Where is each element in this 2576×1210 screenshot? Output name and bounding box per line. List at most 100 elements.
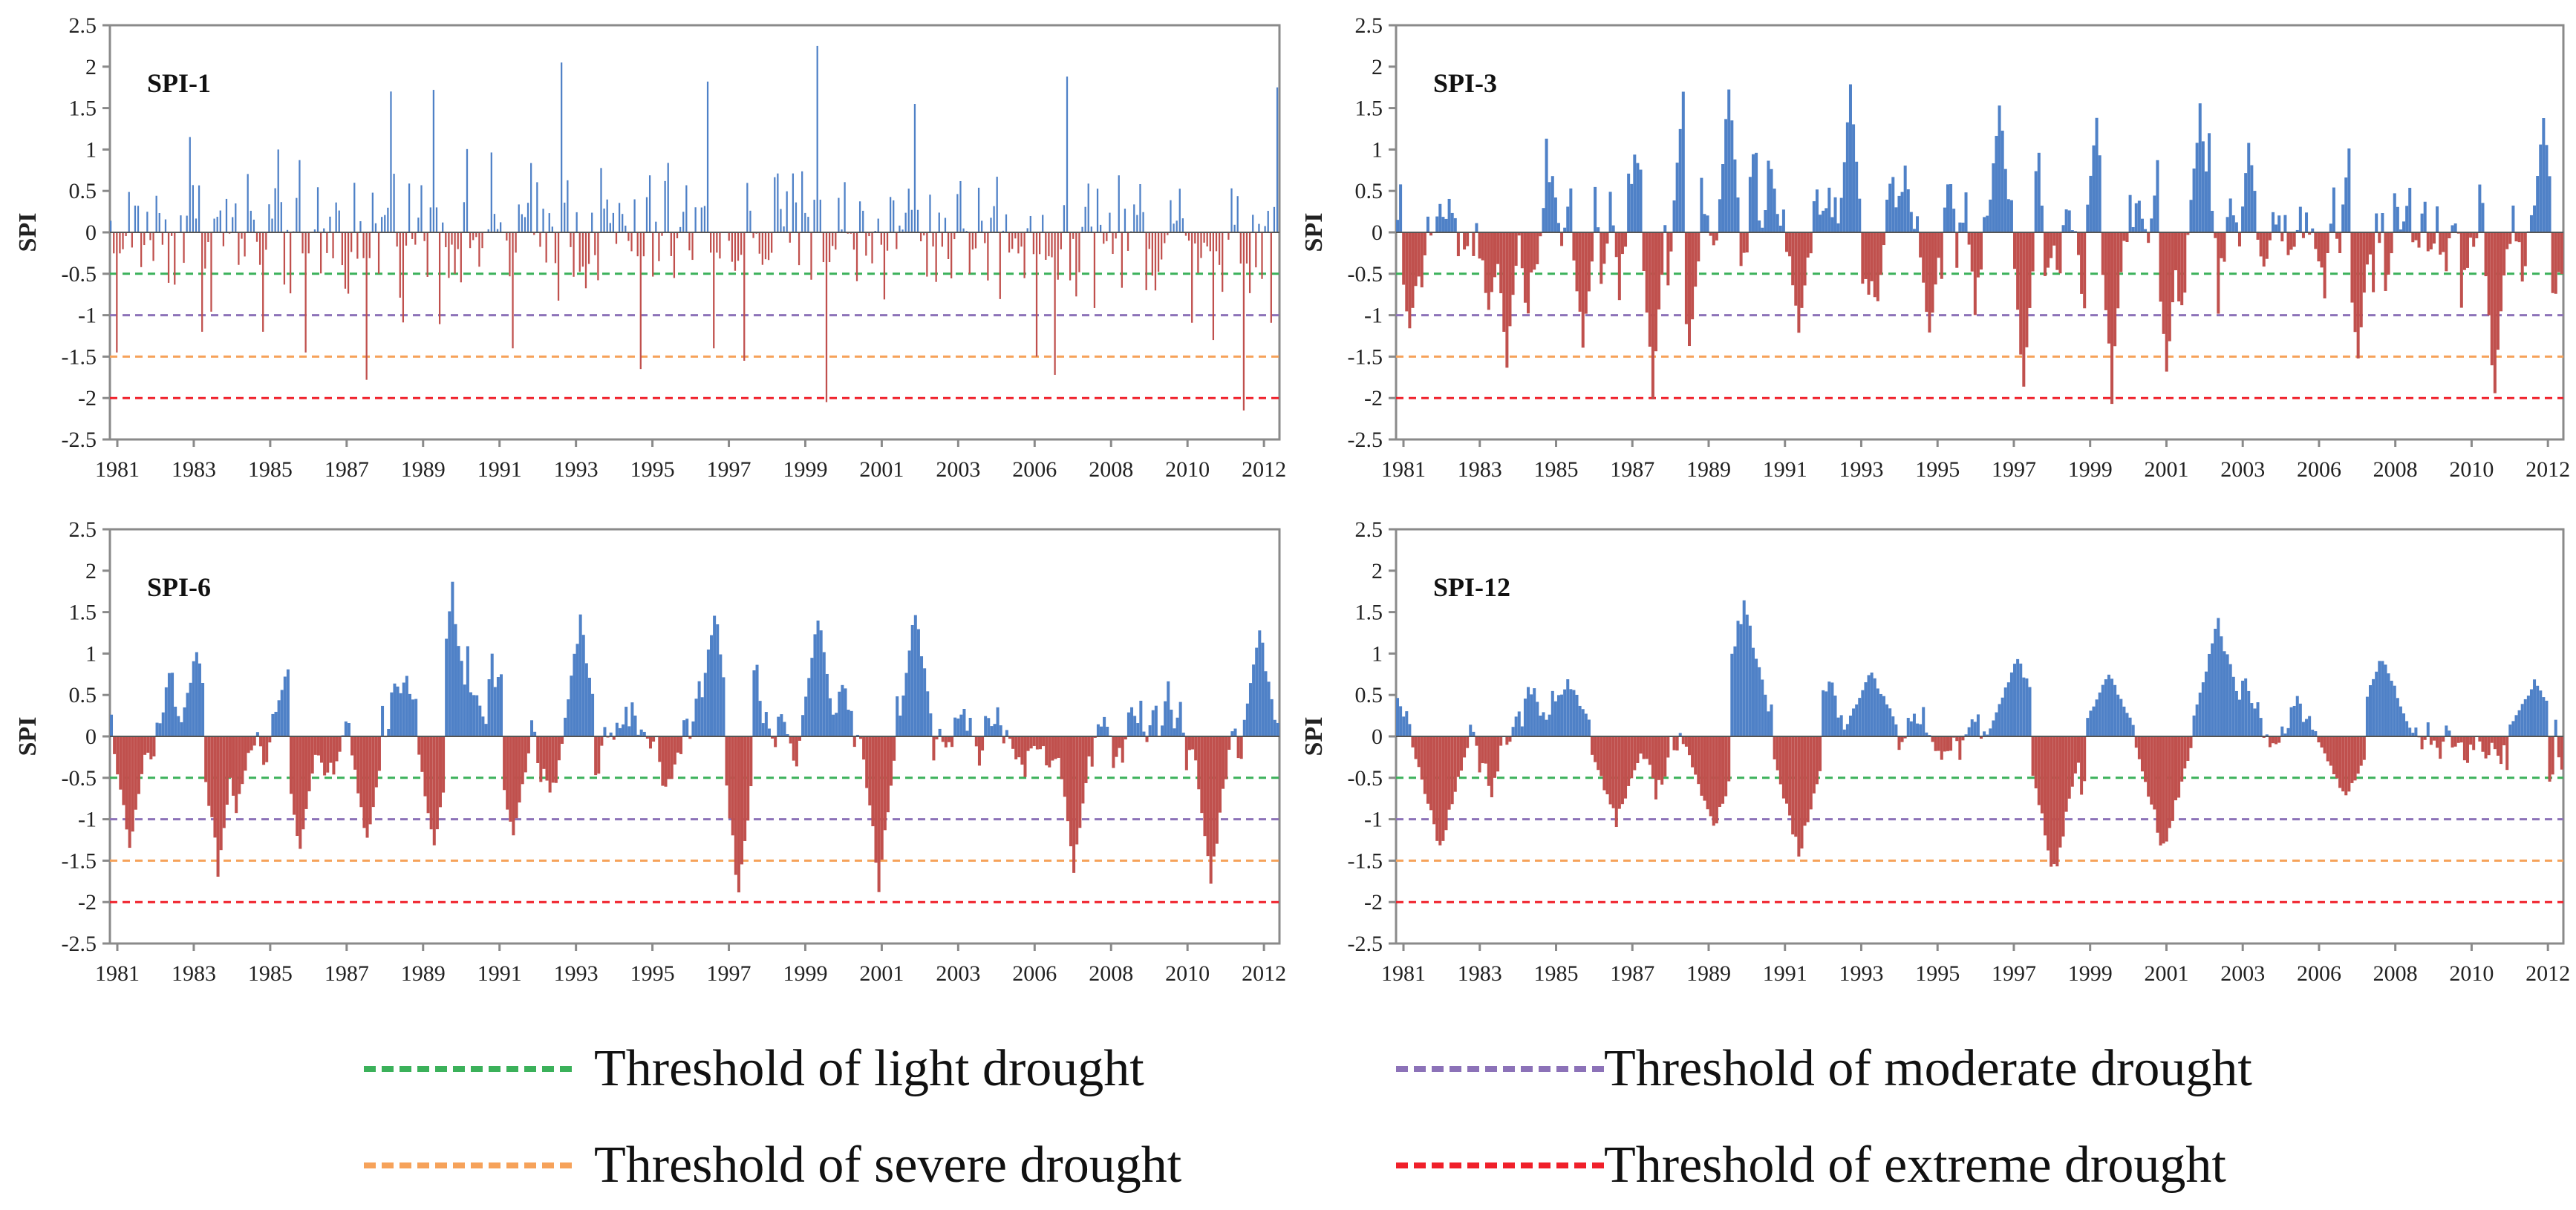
bar: [578, 614, 582, 736]
bar: [2228, 664, 2232, 736]
bar: [362, 736, 366, 828]
bar: [2286, 727, 2290, 736]
bar: [277, 149, 279, 232]
bar: [2344, 736, 2348, 796]
bar: [2047, 232, 2050, 268]
bar: [2475, 232, 2479, 238]
bar: [2052, 232, 2056, 246]
bar: [661, 232, 663, 236]
bar: [1885, 199, 1889, 232]
bar: [1758, 667, 1761, 736]
bar: [475, 232, 477, 238]
bar: [408, 693, 411, 736]
bar: [2047, 736, 2050, 851]
bar: [1575, 694, 1579, 736]
bar: [832, 714, 835, 736]
bar: [886, 736, 890, 813]
bar: [1627, 173, 1631, 232]
bar: [920, 232, 922, 242]
bar: [1970, 232, 1974, 272]
bar: [1536, 702, 1539, 736]
bar: [1624, 736, 1628, 799]
bar: [2153, 195, 2156, 232]
y-axis-label: SPI: [14, 717, 42, 756]
bar: [2250, 165, 2254, 232]
bar: [1703, 214, 1706, 232]
y-tick-label: -1.5: [1348, 848, 1383, 873]
bar: [2484, 736, 2488, 759]
bar: [1035, 232, 1038, 357]
x-tick-label: 1983: [1458, 457, 1502, 482]
y-axis-label: SPI: [14, 213, 42, 252]
bar: [493, 214, 496, 232]
y-tick-label: -1: [1364, 808, 1383, 832]
x-tick-label: 1993: [1839, 961, 1883, 986]
bar: [880, 736, 884, 860]
bar: [1426, 216, 1429, 232]
x-tick-label: 1989: [1686, 961, 1731, 986]
bar: [1800, 736, 1804, 848]
bar: [847, 710, 850, 736]
x-tick-label: 2010: [2449, 457, 2494, 482]
bar: [2387, 673, 2390, 736]
bar: [2259, 718, 2263, 736]
y-tick-label: 2: [85, 55, 97, 79]
bar: [1200, 232, 1202, 258]
bar: [1617, 736, 1621, 809]
y-tick-label: -2.5: [1348, 932, 1383, 956]
bar: [740, 736, 744, 865]
bar: [2542, 697, 2546, 736]
bar: [435, 207, 438, 232]
bar: [974, 232, 977, 249]
bar: [600, 736, 604, 746]
bar: [956, 194, 959, 232]
bar: [417, 218, 420, 232]
bar: [1023, 736, 1027, 777]
bar: [2241, 680, 2245, 736]
bar: [1560, 694, 1564, 736]
bar: [685, 185, 688, 232]
bar: [1645, 232, 1649, 313]
bar: [1258, 630, 1262, 736]
bar: [1173, 728, 1176, 736]
bar: [2019, 232, 2023, 355]
bar: [1809, 232, 1813, 254]
bar: [2459, 736, 2463, 743]
bar: [2189, 736, 2193, 748]
bar: [1940, 736, 1943, 760]
x-tick-label: 1983: [1458, 961, 1502, 986]
bar: [2347, 148, 2351, 232]
bar: [1014, 736, 1018, 759]
legend-light-label: Threshold of light drought: [594, 1040, 1144, 1097]
bar: [457, 646, 460, 736]
bar: [749, 736, 753, 787]
bar: [1700, 177, 1703, 232]
bar: [454, 232, 456, 274]
x-tick-label: 1997: [707, 961, 751, 986]
bar: [402, 232, 405, 323]
bar: [2335, 736, 2338, 779]
bar: [1139, 700, 1143, 736]
bar: [152, 232, 154, 261]
bar: [1508, 232, 1512, 327]
bar: [816, 45, 818, 233]
bar: [2128, 194, 2132, 232]
bar: [460, 232, 462, 283]
bar: [2539, 144, 2543, 232]
bar: [1569, 188, 1573, 232]
bar: [1063, 205, 1066, 232]
bar: [2375, 671, 2378, 736]
bar: [667, 163, 669, 232]
bar: [347, 723, 350, 736]
bar: [901, 229, 904, 232]
bar: [652, 736, 656, 742]
bar: [2147, 736, 2151, 797]
bar: [670, 232, 672, 256]
x-tick-label: 2008: [1089, 457, 1133, 482]
bar: [1654, 232, 1657, 352]
bar: [2006, 682, 2010, 736]
bar: [1118, 175, 1120, 232]
y-tick-label: 1: [1372, 641, 1383, 666]
bar: [119, 736, 123, 790]
bar: [371, 736, 375, 808]
